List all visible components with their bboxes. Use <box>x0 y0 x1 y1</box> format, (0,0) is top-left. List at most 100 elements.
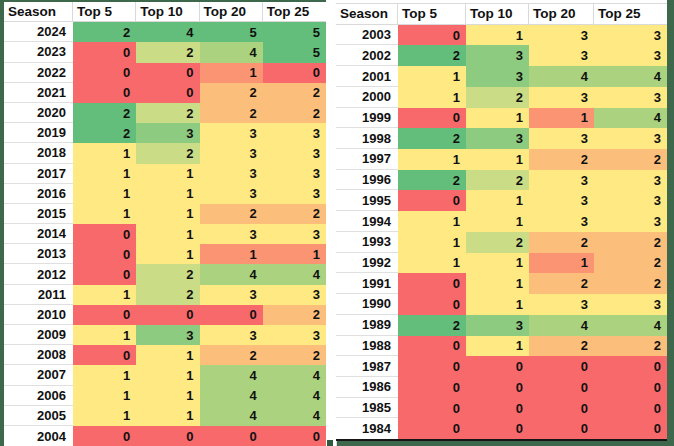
value-cell[interactable]: 4 <box>200 365 263 385</box>
value-cell[interactable]: 1 <box>529 253 594 274</box>
value-cell[interactable]: 3 <box>594 45 667 66</box>
value-cell[interactable]: 3 <box>466 315 529 336</box>
value-cell[interactable]: 2 <box>200 345 263 365</box>
season-cell[interactable]: 1985 <box>336 398 398 419</box>
value-cell[interactable]: 4 <box>263 264 326 284</box>
value-cell[interactable]: 3 <box>200 123 263 143</box>
season-cell[interactable]: 2000 <box>336 87 398 108</box>
value-cell[interactable]: 3 <box>466 45 529 66</box>
value-cell[interactable]: 1 <box>398 66 466 87</box>
value-cell[interactable]: 0 <box>594 377 667 398</box>
season-cell[interactable]: 1989 <box>336 315 398 336</box>
value-cell[interactable]: 2 <box>529 336 594 357</box>
value-cell[interactable]: 3 <box>200 224 263 244</box>
value-cell[interactable]: 1 <box>466 211 529 232</box>
value-cell[interactable]: 4 <box>529 66 594 87</box>
season-cell[interactable]: 2007 <box>4 365 73 385</box>
value-cell[interactable]: 1 <box>136 365 199 385</box>
value-cell[interactable]: 0 <box>398 273 466 294</box>
column-header-top-20[interactable]: Top 20 <box>529 4 594 25</box>
season-cell[interactable]: 1991 <box>336 273 398 294</box>
value-cell[interactable]: 0 <box>594 356 667 377</box>
value-cell[interactable]: 2 <box>529 273 594 294</box>
value-cell[interactable]: 1 <box>466 294 529 315</box>
value-cell[interactable]: 1 <box>136 204 199 224</box>
value-cell[interactable]: 1 <box>73 164 136 184</box>
value-cell[interactable]: 1 <box>136 164 199 184</box>
value-cell[interactable]: 3 <box>200 184 263 204</box>
season-cell[interactable]: 2022 <box>4 63 73 83</box>
value-cell[interactable]: 2 <box>136 285 199 305</box>
value-cell[interactable]: 0 <box>398 108 466 129</box>
value-cell[interactable]: 1 <box>466 253 529 274</box>
season-cell[interactable]: 2023 <box>4 42 73 62</box>
season-cell[interactable]: 1999 <box>336 108 398 129</box>
value-cell[interactable]: 3 <box>529 170 594 191</box>
value-cell[interactable]: 2 <box>263 204 326 224</box>
value-cell[interactable]: 0 <box>529 377 594 398</box>
value-cell[interactable]: 2 <box>466 87 529 108</box>
season-cell[interactable]: 2013 <box>4 244 73 264</box>
value-cell[interactable]: 3 <box>136 325 199 345</box>
value-cell[interactable]: 1 <box>73 406 136 426</box>
value-cell[interactable]: 0 <box>466 398 529 419</box>
season-cell[interactable]: 2024 <box>4 22 73 42</box>
column-header-season[interactable]: Season <box>336 4 398 25</box>
season-cell[interactable]: 2012 <box>4 264 73 284</box>
value-cell[interactable]: 0 <box>398 25 466 46</box>
value-cell[interactable]: 2 <box>136 264 199 284</box>
season-cell[interactable]: 2019 <box>4 123 73 143</box>
value-cell[interactable]: 0 <box>529 356 594 377</box>
value-cell[interactable]: 3 <box>263 325 326 345</box>
season-cell[interactable]: 2003 <box>336 25 398 46</box>
season-cell[interactable]: 1995 <box>336 190 398 211</box>
value-cell[interactable]: 1 <box>73 204 136 224</box>
value-cell[interactable]: 1 <box>200 244 263 264</box>
value-cell[interactable]: 1 <box>263 244 326 264</box>
value-cell[interactable]: 1 <box>73 386 136 406</box>
value-cell[interactable]: 3 <box>594 170 667 191</box>
value-cell[interactable]: 2 <box>200 83 263 103</box>
season-cell[interactable]: 2015 <box>4 204 73 224</box>
season-cell[interactable]: 1993 <box>336 232 398 253</box>
value-cell[interactable]: 3 <box>200 325 263 345</box>
value-cell[interactable]: 3 <box>529 211 594 232</box>
season-cell[interactable]: 2020 <box>4 103 73 123</box>
value-cell[interactable]: 1 <box>398 149 466 170</box>
value-cell[interactable]: 2 <box>594 149 667 170</box>
value-cell[interactable]: 1 <box>398 211 466 232</box>
value-cell[interactable]: 0 <box>73 244 136 264</box>
value-cell[interactable]: 1 <box>466 190 529 211</box>
value-cell[interactable]: 2 <box>136 103 199 123</box>
value-cell[interactable]: 3 <box>466 128 529 149</box>
value-cell[interactable]: 1 <box>466 336 529 357</box>
value-cell[interactable]: 2 <box>466 232 529 253</box>
column-header-season[interactable]: Season <box>4 2 73 22</box>
value-cell[interactable]: 2 <box>263 345 326 365</box>
value-cell[interactable]: 3 <box>594 25 667 46</box>
value-cell[interactable]: 0 <box>398 190 466 211</box>
season-cell[interactable]: 2006 <box>4 386 73 406</box>
season-cell[interactable]: 1988 <box>336 336 398 357</box>
value-cell[interactable]: 3 <box>263 143 326 163</box>
value-cell[interactable]: 1 <box>398 87 466 108</box>
value-cell[interactable]: 4 <box>594 66 667 87</box>
value-cell[interactable]: 2 <box>73 103 136 123</box>
season-cell[interactable]: 1990 <box>336 294 398 315</box>
value-cell[interactable]: 3 <box>263 184 326 204</box>
value-cell[interactable]: 2 <box>398 45 466 66</box>
value-cell[interactable]: 2 <box>398 128 466 149</box>
value-cell[interactable]: 2 <box>529 232 594 253</box>
season-cell[interactable]: 1996 <box>336 170 398 191</box>
value-cell[interactable]: 1 <box>200 63 263 83</box>
season-cell[interactable]: 1992 <box>336 253 398 274</box>
value-cell[interactable]: 0 <box>398 377 466 398</box>
value-cell[interactable]: 0 <box>73 345 136 365</box>
value-cell[interactable]: 0 <box>398 398 466 419</box>
column-header-top-10[interactable]: Top 10 <box>136 2 199 22</box>
value-cell[interactable]: 3 <box>200 143 263 163</box>
value-cell[interactable]: 5 <box>200 22 263 42</box>
season-cell[interactable]: 1994 <box>336 211 398 232</box>
value-cell[interactable]: 0 <box>466 356 529 377</box>
value-cell[interactable]: 1 <box>466 149 529 170</box>
